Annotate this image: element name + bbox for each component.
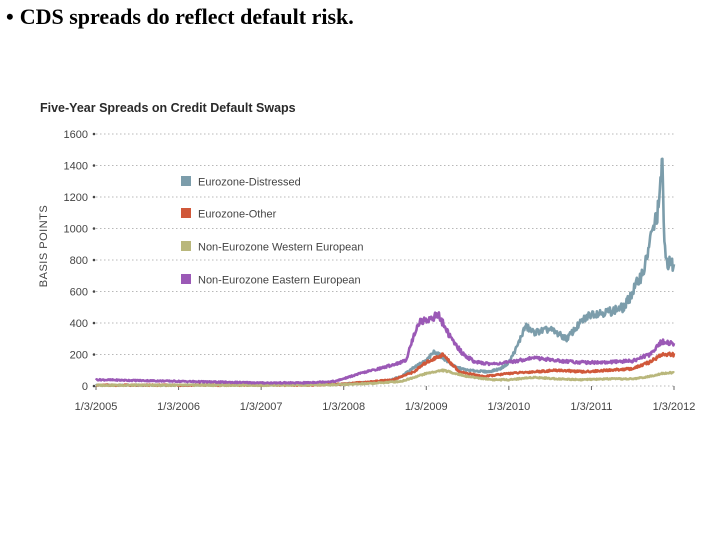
y-tick-label: 1400 xyxy=(64,161,88,173)
y-tick-label: 0 xyxy=(82,381,88,393)
y-tick-mark xyxy=(92,195,96,199)
y-tick-mark xyxy=(92,258,96,262)
x-tick-label: 1/3/2010 xyxy=(487,401,530,413)
legend: Eurozone-Distressed Eurozone-Other Non-Eur… xyxy=(181,176,364,287)
y-tick-mark xyxy=(92,164,96,167)
y-tick-label: 800 xyxy=(70,255,88,267)
grid xyxy=(96,133,674,387)
y-tick-mark xyxy=(92,353,96,356)
x-axis-ticks: 1/3/2005 1/3/2006 1/3/2007 1/3/2008 1/3/2009… xyxy=(75,386,696,413)
y-axis-label: BASIS POINTS xyxy=(38,205,50,287)
x-tick-label: 1/3/2005 xyxy=(75,401,118,413)
y-tick-mark xyxy=(92,321,96,325)
y-tick-label: 400 xyxy=(70,318,88,330)
legend-label: Eurozone-Distressed xyxy=(198,177,301,189)
x-tick-label: 1/3/2009 xyxy=(405,401,448,413)
legend-swatch xyxy=(181,274,191,284)
x-tick-label: 1/3/2007 xyxy=(240,401,283,413)
series-lines xyxy=(94,157,676,388)
legend-label: Eurozone-Other xyxy=(198,209,277,221)
series-line xyxy=(95,157,676,388)
y-tick-label: 1000 xyxy=(64,224,88,236)
y-tick-mark xyxy=(92,132,96,136)
y-tick-label: 600 xyxy=(70,287,88,299)
x-tick-label: 1/3/2008 xyxy=(322,401,365,413)
legend-swatch xyxy=(181,208,191,218)
slide-bullet: • CDS spreads do reflect default risk. xyxy=(6,4,354,30)
legend-label: Non-Eurozone Eastern European xyxy=(198,275,361,287)
y-tick-label: 200 xyxy=(70,350,88,362)
series-line xyxy=(94,311,676,385)
bullet-text: CDS spreads do reflect default risk. xyxy=(19,4,354,29)
legend-swatch xyxy=(181,241,191,251)
y-axis-ticks: 0 200 400 600 800 1000 1200 1400 1600 xyxy=(64,129,96,393)
x-tick-label: 1/3/2012 xyxy=(653,401,696,413)
x-tick-label: 1/3/2006 xyxy=(157,401,200,413)
chart-title: Five-Year Spreads on Credit Default Swap… xyxy=(40,101,296,115)
y-tick-mark xyxy=(92,290,96,293)
y-tick-label: 1200 xyxy=(64,192,88,204)
bullet-symbol: • xyxy=(6,4,14,29)
y-tick-mark xyxy=(92,384,96,388)
legend-label: Non-Eurozone Western European xyxy=(198,242,364,254)
series-line xyxy=(95,368,675,388)
x-tick-label: 1/3/2011 xyxy=(570,401,612,413)
y-tick-label: 1600 xyxy=(64,129,88,141)
y-tick-mark xyxy=(92,227,96,230)
legend-swatch xyxy=(181,176,191,186)
